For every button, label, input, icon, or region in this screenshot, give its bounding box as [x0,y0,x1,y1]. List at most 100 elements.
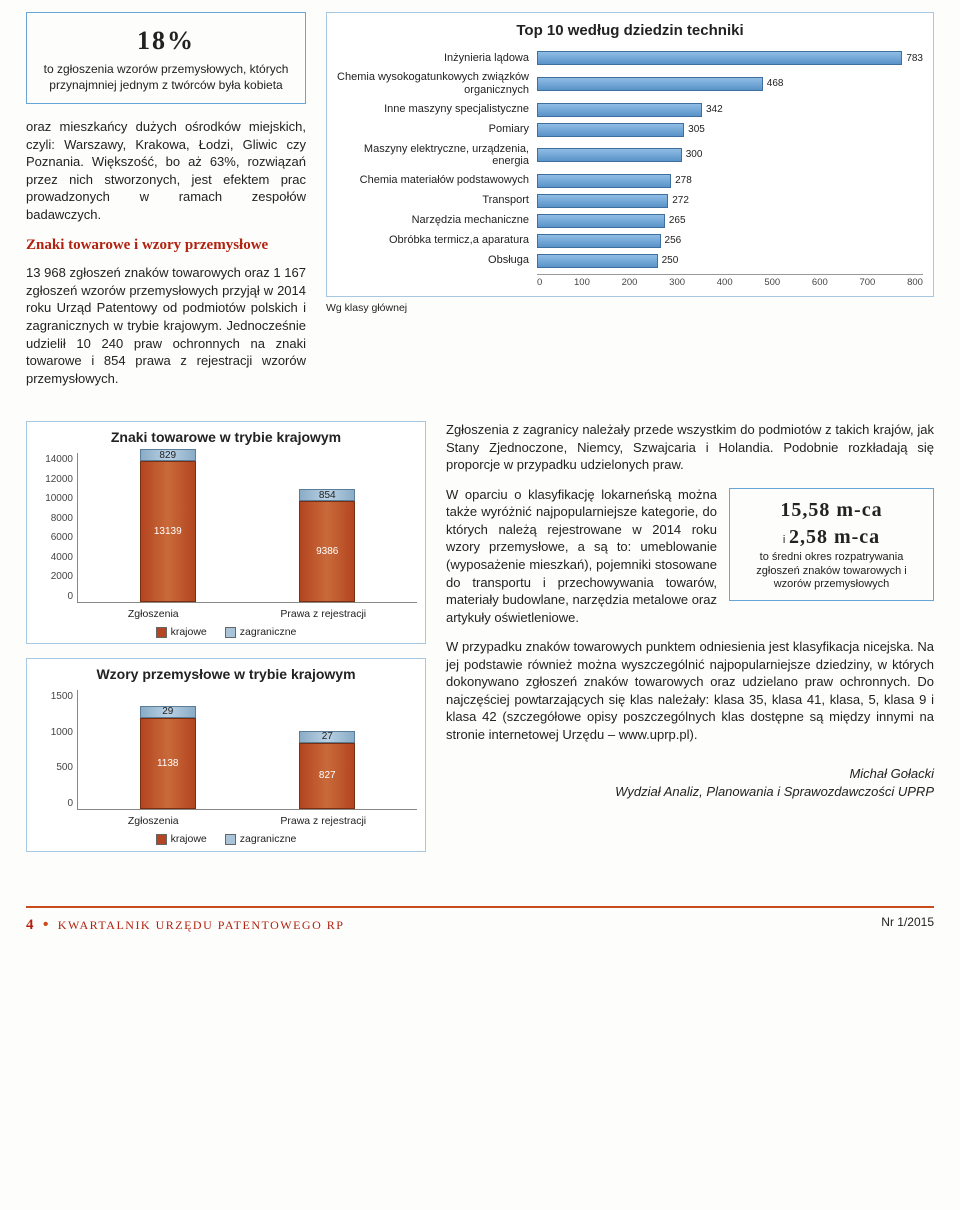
inline-stat-desc: to średni okres rozpatrywania zgłoszeń z… [738,551,925,592]
footer-page-number: 4 [26,917,34,933]
charts-left: Znaki towarowe w trybie krajowym 1400012… [26,421,426,865]
bar-seg-foreign: 854 [299,489,355,501]
hbar-fill [537,174,671,188]
hbar-row: Transport 272 [337,194,923,208]
hbar-value: 305 [688,123,705,137]
bar-seg-domestic: 1138 [140,718,196,809]
stat-value: 18% [39,23,293,58]
stacked-bar: 113829 [140,706,196,809]
hbar-value: 278 [675,174,692,188]
chart-znaki-area: 131398299386854 [77,453,417,603]
hbar-label: Pomiary [337,123,537,136]
chart-wzory-legend: krajowe zagraniczne [35,832,417,846]
hbar-fill [537,148,682,162]
hbar-label: Chemia materiałów podstawowych [337,174,537,187]
author-unit: Wydział Analiz, Planowania i Sprawozdawc… [446,783,934,801]
bar-seg-domestic: 827 [299,743,355,809]
hbar-label: Chemia wysokogatunkowych związków organi… [337,71,537,96]
hbar-value: 250 [662,254,679,268]
hbar-value: 272 [672,194,689,208]
hbar-label: Narzędzia mechaniczne [337,214,537,227]
hbar-row: Inżynieria lądowa 783 [337,51,923,65]
author-block: Michał Gołacki Wydział Analiz, Planowani… [446,765,934,800]
legend-foreign: zagraniczne [225,625,297,639]
chart-top10-xaxis: 0100200300400500600700800 [537,274,923,290]
page-footer: 4 • KWARTALNIK URZĘDU PATENTOWEGO RP Nr … [26,906,934,936]
inline-stat-l2: i 2,58 m-ca [738,524,925,551]
chart-wzory: Wzory przemysłowe w trybie krajowym 1500… [26,658,426,851]
hbar-label: Transport [337,194,537,207]
chart-znaki: Znaki towarowe w trybie krajowym 1400012… [26,421,426,644]
chart-wzory-yaxis: 150010005000 [35,690,77,810]
hbar-row: Pomiary 305 [337,123,923,137]
hbar-value: 265 [669,214,686,228]
hbar-row: Obróbka termicz,a aparatura 256 [337,234,923,248]
chart-wzory-area: 113829 82727 [77,690,417,810]
chart-znaki-title: Znaki towarowe w trybie krajowym [35,428,417,447]
chart-top10-bars: Inżynieria lądowa 783 Chemia wysokogatunko… [337,51,923,268]
hbar-row: Chemia materiałów podstawowych 278 [337,174,923,188]
bar-seg-domestic: 9386 [299,501,355,602]
stat-desc: to zgłoszenia wzorów przemysłowych, któr… [39,62,293,93]
stacked-bar: 13139829 [140,449,196,602]
hbar-fill [537,254,658,268]
chart-znaki-legend: krajowe zagraniczne [35,625,417,639]
bar-seg-foreign: 29 [140,706,196,718]
right-column: Top 10 według dziedzin techniki Inżynier… [326,12,934,399]
bar-seg-foreign: 27 [299,731,355,743]
footer-left: 4 • KWARTALNIK URZĘDU PATENTOWEGO RP [26,914,344,936]
inline-stat-l1: 15,58 m-ca [738,497,925,524]
right-p1: Zgłoszenia z zagranicy należały przede w… [446,421,934,474]
hbar-row: Obsługa 250 [337,254,923,268]
hbar-fill [537,103,702,117]
hbar-row: Inne maszyny specjalistyczne 342 [337,103,923,117]
hbar-fill [537,214,665,228]
hbar-fill [537,123,684,137]
hbar-fill [537,77,763,91]
footer-title: KWARTALNIK URZĘDU PATENTOWEGO RP [58,918,345,932]
hbar-label: Obróbka termicz,a aparatura [337,234,537,247]
right-p3: W przypadku znaków towarowych punktem od… [446,638,934,743]
chart-znaki-xlabels: ZgłoszeniaPrawa z rejestracji [77,607,417,621]
chart-top10-caption: Wg klasy głównej [326,301,934,315]
hbar-label: Inne maszyny specjalistyczne [337,103,537,116]
left-column: 18% to zgłoszenia wzorów przemysłowych, … [26,12,306,399]
hbar-label: Inżynieria lądowa [337,52,537,65]
hbar-value: 342 [706,103,723,117]
chart-top10: Top 10 według dziedzin techniki Inżynier… [326,12,934,297]
hbar-value: 468 [767,77,784,91]
chart-wzory-xlabels: ZgłoszeniaPrawa z rejestracji [77,814,417,828]
chart-top10-title: Top 10 według dziedzin techniki [337,21,923,41]
legend-domestic: krajowe [156,832,207,846]
hbar-value: 256 [665,234,682,248]
top-row: 18% to zgłoszenia wzorów przemysłowych, … [26,12,934,399]
para-2: 13 968 zgłoszeń znaków towarowych oraz 1… [26,264,306,387]
para-1: oraz mieszkańcy dużych ośrodków miejskic… [26,118,306,223]
footer-issue: Nr 1/2015 [881,914,934,936]
stacked-bar: 82727 [299,731,355,809]
author-name: Michał Gołacki [446,765,934,783]
hbar-value: 300 [686,148,703,162]
legend-foreign: zagraniczne [225,832,297,846]
inline-stat-box: 15,58 m-ca i 2,58 m-ca to średni okres r… [729,488,934,601]
bar-seg-foreign: 829 [140,449,196,461]
subhead-znaki: Znaki towarowe i wzory przemysłowe [26,236,306,255]
hbar-fill [537,234,661,248]
hbar-value: 783 [906,52,923,66]
legend-domestic: krajowe [156,625,207,639]
mid-row: Znaki towarowe w trybie krajowym 1400012… [26,421,934,865]
chart-wzory-title: Wzory przemysłowe w trybie krajowym [35,665,417,684]
hbar-fill [537,51,902,65]
bullet-icon: • [43,916,49,933]
bar-seg-domestic: 13139 [140,461,196,602]
stat-box-18pct: 18% to zgłoszenia wzorów przemysłowych, … [26,12,306,104]
hbar-row: Maszyny elektryczne, urządzenia, energia… [337,143,923,168]
hbar-row: Chemia wysokogatunkowych związków organi… [337,71,923,96]
stacked-bar: 9386854 [299,489,355,602]
text-right: Zgłoszenia z zagranicy należały przede w… [446,421,934,865]
hbar-fill [537,194,668,208]
hbar-label: Obsługa [337,254,537,267]
chart-znaki-yaxis: 14000120001000080006000400020000 [35,453,77,603]
hbar-row: Narzędzia mechaniczne 265 [337,214,923,228]
hbar-label: Maszyny elektryczne, urządzenia, energia [337,143,537,168]
